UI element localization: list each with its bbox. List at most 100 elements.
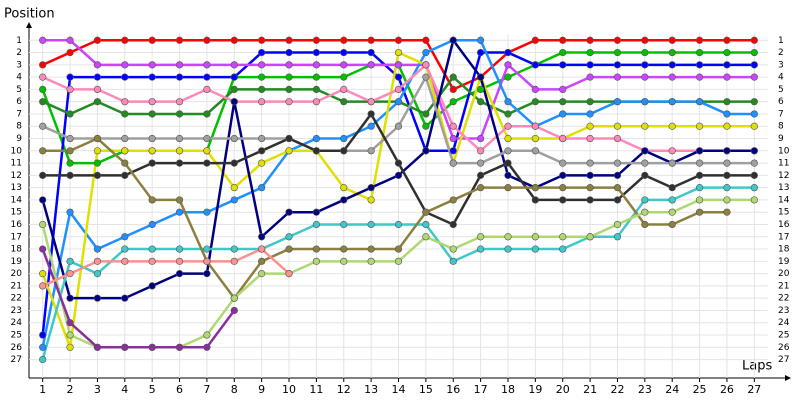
point: [531, 233, 539, 241]
point: [258, 184, 266, 192]
point: [203, 257, 211, 265]
point: [723, 110, 731, 118]
point: [422, 48, 430, 57]
series-line: [42, 137, 727, 301]
point: [531, 36, 539, 44]
point: [121, 171, 129, 179]
point: [531, 245, 539, 253]
point: [449, 98, 457, 106]
point: [449, 159, 457, 167]
point: [394, 220, 403, 229]
point: [285, 36, 293, 44]
y-tick-label: 5: [16, 85, 22, 95]
point: [66, 159, 74, 167]
point: [39, 61, 47, 69]
point: [449, 36, 457, 44]
point: [477, 134, 485, 143]
point: [695, 171, 704, 179]
y-tick-label: 21: [11, 281, 22, 291]
point: [559, 184, 567, 192]
point: [695, 36, 704, 44]
point: [750, 73, 758, 81]
point: [723, 208, 731, 216]
y-tick-label-right: 26: [778, 343, 790, 353]
point: [586, 196, 594, 204]
point: [340, 245, 348, 253]
point: [394, 159, 403, 167]
point: [66, 147, 74, 155]
y-tick-label-right: 23: [778, 306, 789, 316]
point: [394, 122, 403, 130]
point: [559, 85, 567, 94]
point: [340, 61, 348, 69]
point: [723, 196, 731, 204]
x-tick-label: 11: [309, 383, 323, 396]
x-tick-label: 27: [747, 383, 761, 396]
point: [668, 147, 676, 155]
point: [121, 110, 129, 118]
point: [641, 171, 649, 179]
point: [39, 171, 47, 179]
point: [312, 73, 320, 81]
y-tick-label: 7: [16, 109, 22, 119]
y-tick-label-right: 2: [778, 48, 784, 58]
point: [559, 245, 567, 253]
point: [203, 245, 211, 253]
point: [258, 245, 266, 253]
point: [175, 159, 184, 167]
point: [641, 73, 649, 81]
point: [39, 196, 47, 204]
point: [203, 61, 211, 69]
point: [504, 110, 512, 118]
point: [449, 122, 457, 130]
point: [121, 294, 129, 302]
x-tick-label: 6: [176, 383, 183, 396]
point: [39, 270, 47, 278]
y-tick-label-right: 19: [778, 257, 790, 267]
point: [93, 270, 102, 278]
point: [477, 245, 485, 253]
series-line: [41, 248, 236, 349]
point: [695, 159, 704, 167]
point: [641, 98, 649, 106]
y-tick-label-right: 11: [778, 159, 789, 169]
point: [723, 147, 731, 155]
point: [586, 159, 594, 167]
point: [613, 184, 622, 192]
point: [367, 196, 375, 204]
point: [641, 208, 649, 216]
point: [750, 61, 758, 69]
y-tick-label-right: 25: [778, 331, 789, 341]
point: [121, 134, 129, 143]
x-tick-label: 23: [638, 383, 652, 396]
point: [285, 134, 293, 143]
point: [422, 36, 430, 44]
y-tick-label: 18: [11, 245, 23, 255]
point: [559, 134, 567, 143]
point: [121, 98, 129, 106]
point: [641, 61, 649, 69]
point: [312, 36, 320, 44]
point: [723, 159, 731, 167]
point: [285, 233, 293, 241]
point: [230, 61, 238, 69]
point: [148, 73, 156, 81]
point: [121, 257, 129, 265]
point: [93, 147, 102, 155]
y-tick-label-right: 3: [778, 60, 784, 70]
point: [66, 48, 74, 57]
point: [203, 85, 211, 94]
point: [394, 73, 403, 81]
point: [340, 36, 348, 44]
y-tick-label: 20: [11, 269, 23, 279]
point: [258, 257, 266, 265]
y-tick-label: 2: [16, 48, 22, 58]
point: [750, 196, 758, 204]
point: [148, 245, 156, 253]
point: [285, 147, 293, 155]
point: [93, 61, 102, 69]
point: [66, 294, 74, 302]
point: [504, 73, 512, 81]
point: [750, 184, 758, 192]
point: [449, 134, 457, 143]
